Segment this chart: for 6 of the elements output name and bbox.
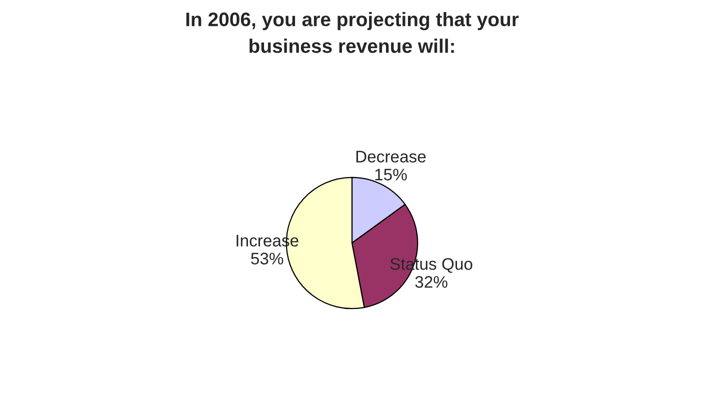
slice-label: Decrease	[356, 150, 426, 163]
slice-label: Status Quo	[390, 258, 472, 273]
data-label: 15%	[375, 168, 407, 180]
data-label: 32%	[415, 276, 448, 288]
chart-title: In 2006, you are projecting that your business revenue will:	[186, 12, 519, 53]
data-label: 53%	[251, 252, 284, 264]
